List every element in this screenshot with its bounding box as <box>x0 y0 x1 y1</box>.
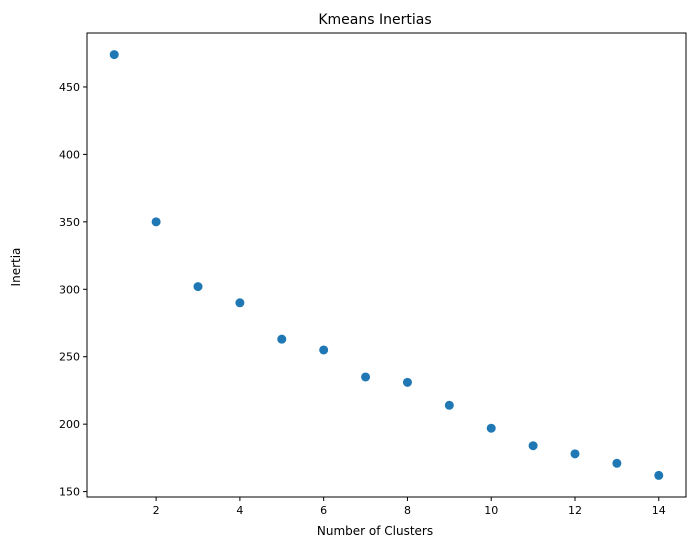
data-point <box>612 458 622 468</box>
x-tick-label: 6 <box>320 504 327 517</box>
chart-title: Kmeans Inertias <box>318 12 431 28</box>
y-tick-label: 350 <box>59 216 80 229</box>
y-axis-label: Inertia <box>9 248 23 287</box>
data-point <box>361 372 371 382</box>
x-tick-label: 10 <box>484 504 498 517</box>
y-tick-label: 400 <box>59 148 80 161</box>
data-points <box>109 50 664 480</box>
data-point <box>109 50 119 60</box>
x-tick-label: 4 <box>236 504 243 517</box>
y-tick-label: 200 <box>59 418 80 431</box>
data-point <box>528 441 538 451</box>
x-tick-label: 8 <box>404 504 411 517</box>
y-tick-label: 150 <box>59 486 80 499</box>
y-tick-label: 250 <box>59 351 80 364</box>
y-tick-label: 450 <box>59 81 80 94</box>
plot-frame <box>86 32 687 498</box>
data-point <box>277 334 287 344</box>
data-point <box>193 282 203 292</box>
y-axis-ticks: 150 200 250 300 350 400 450 <box>59 81 87 499</box>
data-point <box>151 217 161 227</box>
data-point <box>570 449 580 459</box>
x-tick-label: 2 <box>153 504 160 517</box>
x-tick-label: 12 <box>568 504 582 517</box>
y-tick-label: 300 <box>59 283 80 296</box>
data-point <box>654 470 664 480</box>
x-tick-label: 14 <box>652 504 666 517</box>
data-point <box>319 345 329 355</box>
x-axis-ticks: 2 4 6 8 10 12 14 <box>153 497 666 517</box>
data-point <box>486 423 496 433</box>
data-point <box>235 298 245 308</box>
data-point <box>444 400 454 410</box>
data-point <box>402 377 412 387</box>
x-axis-label: Number of Clusters <box>317 524 433 538</box>
